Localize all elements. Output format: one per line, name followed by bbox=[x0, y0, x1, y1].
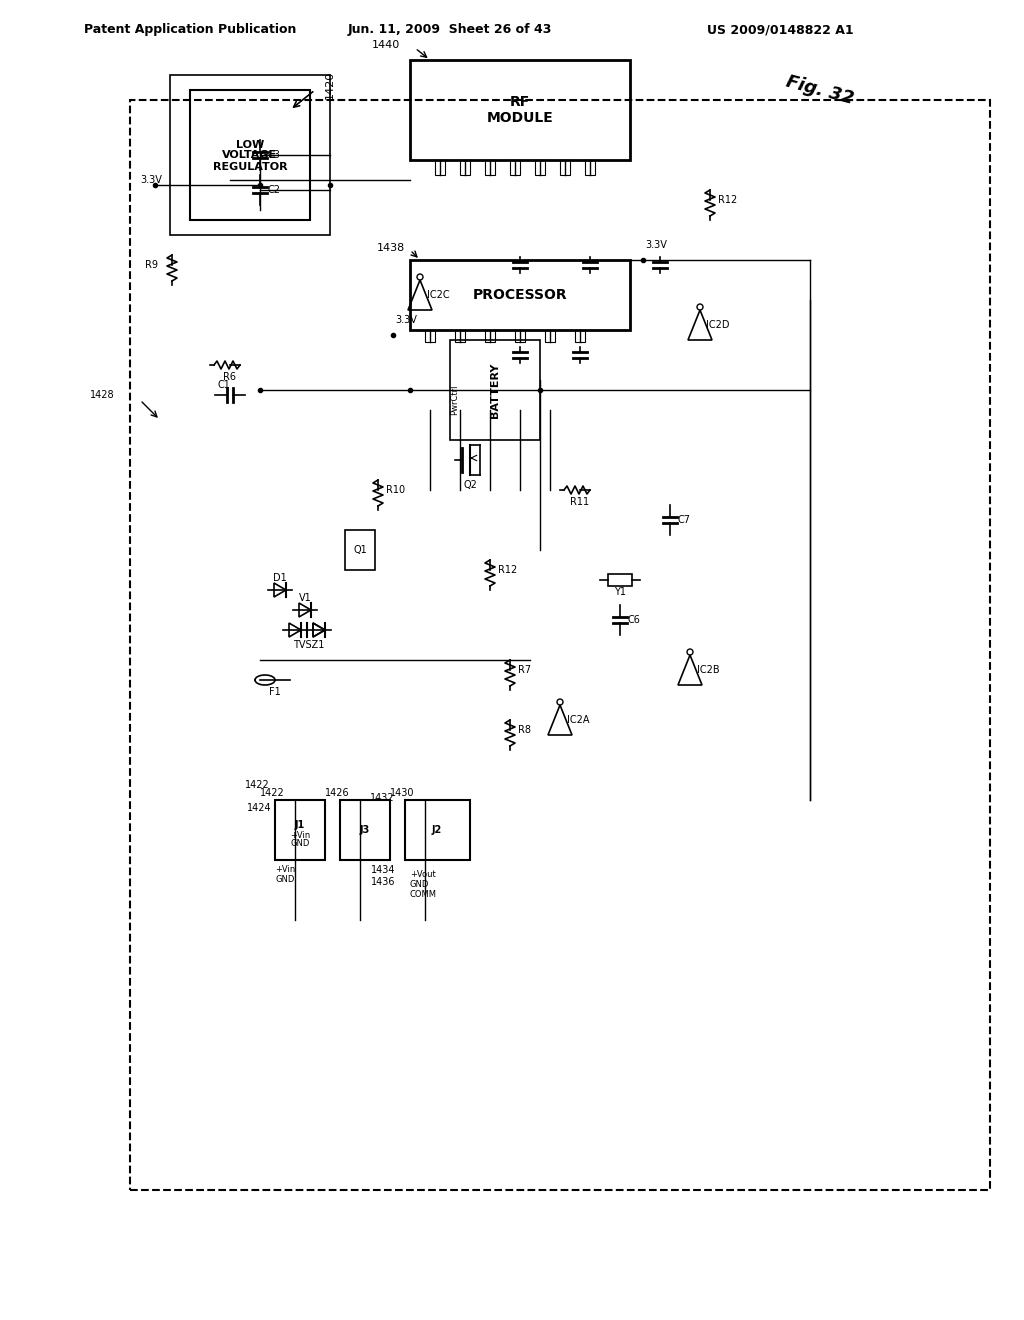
Text: J2: J2 bbox=[432, 825, 442, 836]
Bar bbox=[340, 800, 390, 861]
Text: +Vin: +Vin bbox=[290, 830, 310, 840]
Bar bbox=[170, 75, 330, 235]
Bar bbox=[130, 100, 990, 1191]
Bar bbox=[545, 330, 555, 342]
Bar bbox=[608, 574, 632, 586]
Text: 3.3V: 3.3V bbox=[140, 176, 162, 185]
Text: IC2C: IC2C bbox=[427, 290, 450, 300]
Text: TVSZ1: TVSZ1 bbox=[293, 640, 325, 649]
Bar bbox=[406, 800, 470, 861]
Text: R11: R11 bbox=[570, 498, 590, 507]
Text: 1426: 1426 bbox=[325, 788, 349, 799]
Text: C2: C2 bbox=[268, 185, 281, 195]
Bar bbox=[575, 330, 585, 342]
Bar bbox=[560, 160, 570, 176]
Text: IC2B: IC2B bbox=[696, 665, 719, 675]
Bar bbox=[435, 160, 445, 176]
Text: 1420: 1420 bbox=[325, 71, 335, 99]
Text: R8: R8 bbox=[518, 725, 531, 735]
Text: COMM: COMM bbox=[410, 890, 437, 899]
Bar bbox=[585, 160, 595, 176]
Text: 1422: 1422 bbox=[246, 780, 270, 789]
Text: R10: R10 bbox=[386, 484, 406, 495]
Text: Q2: Q2 bbox=[463, 480, 477, 490]
Text: PROCESSOR: PROCESSOR bbox=[473, 288, 567, 302]
Text: J1: J1 bbox=[295, 820, 305, 830]
Text: 1428: 1428 bbox=[90, 389, 115, 400]
Text: R6: R6 bbox=[223, 372, 237, 381]
Text: US 2009/0148822 A1: US 2009/0148822 A1 bbox=[707, 24, 853, 37]
Bar bbox=[485, 330, 495, 342]
Text: D1: D1 bbox=[273, 573, 287, 583]
Bar bbox=[410, 260, 630, 330]
Bar bbox=[425, 330, 435, 342]
Text: GND: GND bbox=[291, 840, 309, 849]
Text: Patent Application Publication: Patent Application Publication bbox=[84, 24, 296, 37]
Bar bbox=[410, 59, 630, 160]
Text: Fig. 32: Fig. 32 bbox=[784, 73, 856, 108]
Bar bbox=[190, 90, 310, 220]
Text: R7: R7 bbox=[518, 665, 531, 675]
Text: IC2A: IC2A bbox=[566, 715, 589, 725]
Text: 1430: 1430 bbox=[390, 788, 415, 799]
Bar bbox=[345, 531, 375, 570]
Text: IC2D: IC2D bbox=[707, 319, 730, 330]
Bar bbox=[510, 160, 520, 176]
Text: 3.3V: 3.3V bbox=[645, 240, 667, 249]
Text: VOLTAGE: VOLTAGE bbox=[222, 150, 278, 160]
Text: +Vin: +Vin bbox=[275, 865, 295, 874]
Text: 1436: 1436 bbox=[371, 876, 395, 887]
Text: 1432: 1432 bbox=[371, 793, 395, 803]
Text: 1424: 1424 bbox=[248, 803, 272, 813]
Text: LOW: LOW bbox=[236, 140, 264, 150]
Text: C1: C1 bbox=[217, 380, 230, 389]
Text: V1: V1 bbox=[299, 593, 311, 603]
Text: 1440: 1440 bbox=[372, 40, 400, 50]
Text: R9: R9 bbox=[145, 260, 159, 271]
Text: C3: C3 bbox=[268, 150, 281, 160]
Text: REGULATOR: REGULATOR bbox=[213, 162, 288, 172]
Text: Q1: Q1 bbox=[353, 545, 367, 554]
Text: BATTERY: BATTERY bbox=[490, 362, 500, 417]
Bar bbox=[455, 330, 465, 342]
Text: C7: C7 bbox=[678, 515, 691, 525]
Text: 1438: 1438 bbox=[377, 243, 406, 253]
Bar bbox=[485, 160, 495, 176]
Text: J3: J3 bbox=[359, 825, 370, 836]
Text: 1434: 1434 bbox=[371, 865, 395, 875]
Text: Y1: Y1 bbox=[614, 587, 626, 597]
Bar bbox=[460, 160, 470, 176]
Text: R12: R12 bbox=[718, 195, 737, 205]
Text: GND: GND bbox=[410, 880, 429, 888]
Text: F1: F1 bbox=[269, 686, 281, 697]
Text: 3.3V: 3.3V bbox=[395, 315, 417, 325]
Bar bbox=[535, 160, 545, 176]
Text: GND: GND bbox=[275, 875, 294, 884]
Bar bbox=[275, 800, 325, 861]
Text: 1422: 1422 bbox=[260, 788, 285, 799]
Text: Jun. 11, 2009  Sheet 26 of 43: Jun. 11, 2009 Sheet 26 of 43 bbox=[348, 24, 552, 37]
Text: RF
MODULE: RF MODULE bbox=[486, 95, 553, 125]
Text: R12: R12 bbox=[498, 565, 517, 576]
Text: +Vout: +Vout bbox=[410, 870, 436, 879]
Bar bbox=[515, 330, 525, 342]
Text: C6: C6 bbox=[628, 615, 641, 624]
Bar bbox=[450, 341, 540, 440]
Text: PwrCtrl: PwrCtrl bbox=[450, 384, 459, 416]
